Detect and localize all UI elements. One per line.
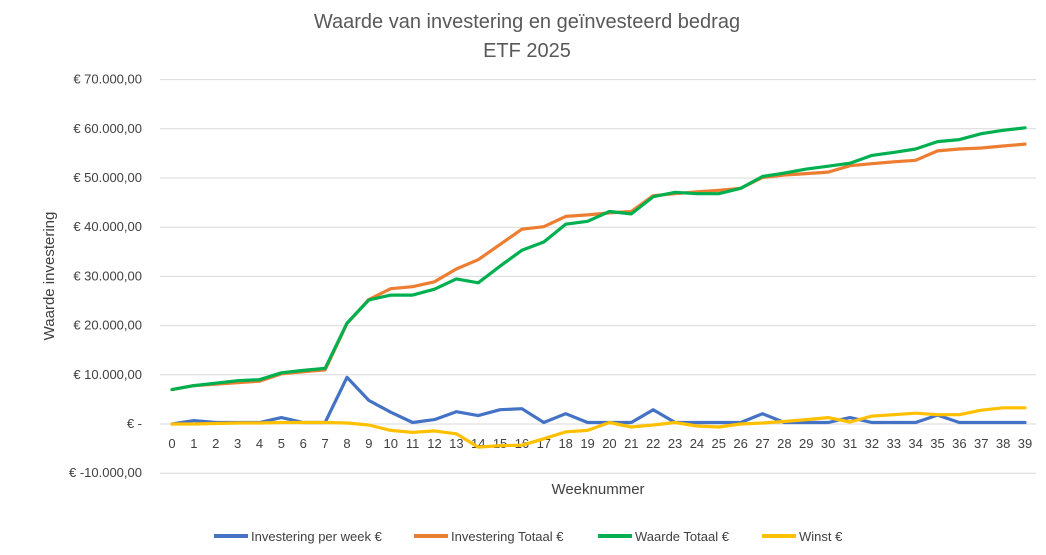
- y-tick-label: € 20.000,00: [73, 318, 142, 333]
- x-tick-label: 33: [887, 436, 901, 451]
- y-tick-label: € -: [127, 416, 142, 431]
- x-tick-label: 34: [908, 436, 922, 451]
- legend-entry: Investering per week €: [251, 529, 383, 544]
- y-tick-label: € -10.000,00: [69, 465, 142, 480]
- legend-entry: Waarde Totaal €: [635, 529, 730, 544]
- x-tick-label: 7: [321, 436, 328, 451]
- x-tick-label: 27: [755, 436, 769, 451]
- x-tick-label: 8: [343, 436, 350, 451]
- legend-entry: Investering Totaal €: [451, 529, 564, 544]
- series-line-investering-per-week: [170, 375, 1027, 426]
- x-tick-label: 2: [212, 436, 219, 451]
- x-tick-label: 35: [930, 436, 944, 451]
- x-tick-label: 0: [168, 436, 175, 451]
- x-tick-label: 1: [190, 436, 197, 451]
- x-tick-label: 3: [234, 436, 241, 451]
- legend-entry: Winst €: [799, 529, 843, 544]
- series-line-investering-totaal: [170, 142, 1027, 392]
- y-tick-label: € 70.000,00: [73, 72, 142, 87]
- legend: Investering per week € Investering Totaal…: [214, 529, 843, 544]
- x-tick-label: 18: [558, 436, 572, 451]
- x-tick-label: 38: [996, 436, 1010, 451]
- series-lines: [170, 126, 1027, 449]
- y-tick-label: € 50.000,00: [73, 170, 142, 185]
- y-axis-title: Waarde investering: [41, 212, 58, 341]
- x-axis-title: Weeknummer: [551, 481, 644, 498]
- x-tick-label: 9: [365, 436, 372, 451]
- y-axis-tick-labels: € 70.000,00 € 60.000,00 € 50.000,00 € 40.00…: [69, 72, 142, 481]
- x-tick-label: 11: [406, 436, 420, 451]
- x-tick-label: 13: [449, 436, 463, 451]
- chart-title: Waarde van investering en geïnvesteerd b…: [314, 11, 740, 33]
- x-tick-label: 5: [278, 436, 285, 451]
- series-line-waarde-totaal: [170, 126, 1027, 392]
- gridlines: [160, 79, 1036, 474]
- chart-subtitle: ETF 2025: [483, 40, 571, 62]
- x-tick-label: 23: [668, 436, 682, 451]
- x-tick-label: 6: [300, 436, 307, 451]
- x-tick-label: 21: [624, 436, 638, 451]
- x-tick-label: 24: [690, 436, 704, 451]
- x-tick-label: 22: [646, 436, 660, 451]
- y-tick-label: € 40.000,00: [73, 219, 142, 234]
- x-tick-label: 29: [799, 436, 813, 451]
- x-tick-label: 37: [974, 436, 988, 451]
- x-tick-label: 32: [865, 436, 879, 451]
- x-tick-label: 10: [383, 436, 397, 451]
- x-tick-label: 31: [843, 436, 857, 451]
- x-tick-label: 26: [733, 436, 747, 451]
- x-tick-label: 19: [580, 436, 594, 451]
- x-tick-label: 15: [493, 436, 507, 451]
- x-tick-label: 12: [427, 436, 441, 451]
- y-tick-label: € 10.000,00: [73, 367, 142, 382]
- x-tick-label: 28: [777, 436, 791, 451]
- x-tick-label: 4: [256, 436, 263, 451]
- y-tick-label: € 30.000,00: [73, 268, 142, 283]
- x-tick-label: 39: [1018, 436, 1032, 451]
- x-tick-label: 20: [602, 436, 616, 451]
- y-tick-label: € 60.000,00: [73, 121, 142, 136]
- x-tick-label: 36: [952, 436, 966, 451]
- x-axis-tick-labels: 0 1 2 3 4 5 6 7 8 9 10 11 12 13 14 15 16 17 18 19 20 21 22 23 24…: [168, 436, 1032, 451]
- x-tick-label: 30: [821, 436, 835, 451]
- series-line-winst: [170, 406, 1027, 449]
- x-tick-label: 25: [712, 436, 726, 451]
- x-tick-label: 16: [515, 436, 529, 451]
